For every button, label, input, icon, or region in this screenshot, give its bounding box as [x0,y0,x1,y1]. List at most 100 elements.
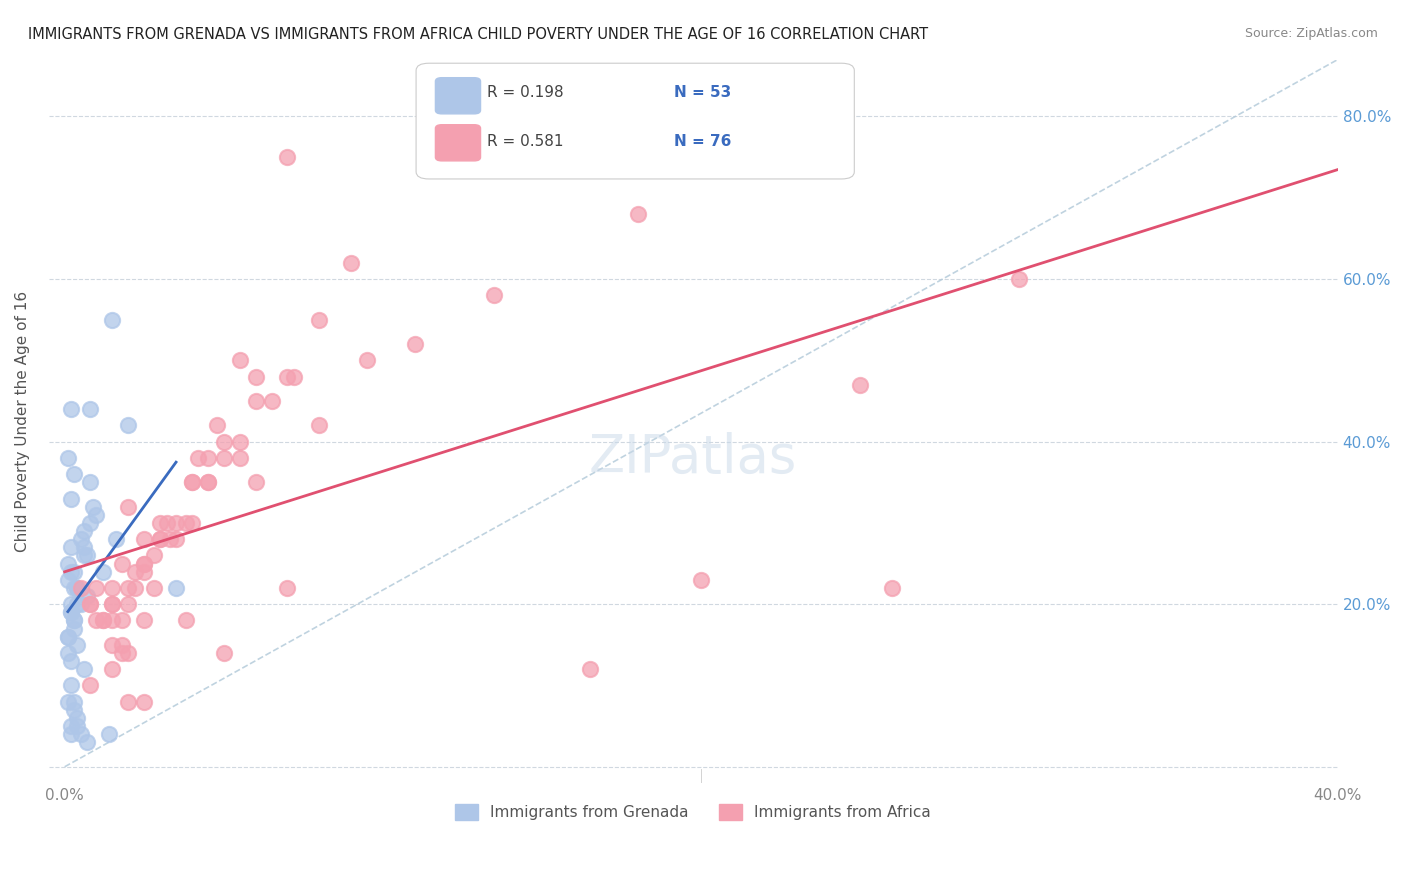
Point [60,719,83,733]
Point [181,475,204,490]
Point [73,662,96,676]
Point [276,369,298,384]
Legend: Immigrants from Grenada, Immigrants from Africa: Immigrants from Grenada, Immigrants from… [449,797,938,826]
Point [111,638,134,652]
Point [98,727,121,741]
Text: N = 76: N = 76 [673,134,731,149]
Point [66,581,89,595]
Point [117,418,139,433]
Point [73,524,96,538]
Point [111,557,134,571]
Point [101,597,124,611]
Point [66,719,89,733]
Point [86,581,108,595]
Point [578,662,600,676]
Point [356,353,378,368]
Text: N = 53: N = 53 [673,85,731,100]
Point [60,491,83,506]
Point [276,581,298,595]
Point [212,434,235,449]
Point [104,532,127,546]
Point [101,312,124,326]
Point [63,703,86,717]
Point [66,711,89,725]
Point [101,614,124,628]
Point [159,532,181,546]
Point [111,646,134,660]
Point [60,402,83,417]
Point [56,630,79,644]
Point [66,581,89,595]
Point [66,638,89,652]
Point [79,597,101,611]
Point [82,500,104,514]
Point [69,597,91,611]
Point [60,727,83,741]
Point [79,475,101,490]
Point [117,695,139,709]
Point [187,450,209,465]
Point [134,614,156,628]
Point [626,207,648,221]
Point [134,695,156,709]
Point [276,150,298,164]
Point [283,369,305,384]
Point [174,614,197,628]
Point [308,312,330,326]
Point [134,557,156,571]
Point [63,614,86,628]
Point [134,557,156,571]
Point [63,614,86,628]
Point [165,581,187,595]
Point [56,557,79,571]
Point [56,646,79,660]
Point [880,581,903,595]
Point [181,516,204,530]
Text: R = 0.198: R = 0.198 [486,85,564,100]
Point [60,605,83,619]
Point [73,549,96,563]
Point [404,337,426,351]
Point [197,475,219,490]
Point [69,532,91,546]
Point [86,614,108,628]
Text: IMMIGRANTS FROM GRENADA VS IMMIGRANTS FROM AFRICA CHILD POVERTY UNDER THE AGE OF: IMMIGRANTS FROM GRENADA VS IMMIGRANTS FR… [28,27,928,42]
Point [101,662,124,676]
Point [91,614,114,628]
Point [63,565,86,579]
Point [63,622,86,636]
Point [149,516,172,530]
Point [260,394,283,409]
FancyBboxPatch shape [436,78,481,114]
Point [117,500,139,514]
Point [60,678,83,692]
Point [228,450,250,465]
Point [79,678,101,692]
Point [76,589,98,603]
Point [149,532,172,546]
Text: Source: ZipAtlas.com: Source: ZipAtlas.com [1244,27,1378,40]
Point [149,532,172,546]
Point [56,695,79,709]
Point [69,581,91,595]
Point [56,450,79,465]
Point [117,597,139,611]
Point [245,369,267,384]
Point [60,654,83,668]
Point [111,614,134,628]
Point [63,695,86,709]
Y-axis label: Child Poverty Under the Age of 16: Child Poverty Under the Age of 16 [15,291,30,552]
Point [76,735,98,749]
Point [101,581,124,595]
Point [79,402,101,417]
Point [56,630,79,644]
Point [849,377,872,392]
Point [91,565,114,579]
Point [155,516,177,530]
Point [63,467,86,482]
Point [1008,272,1031,286]
Point [181,475,204,490]
Text: R = 0.581: R = 0.581 [486,134,564,149]
Point [79,516,101,530]
Text: ZIPatlas: ZIPatlas [589,432,797,483]
